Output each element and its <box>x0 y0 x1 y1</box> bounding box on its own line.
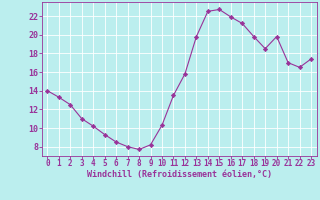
X-axis label: Windchill (Refroidissement éolien,°C): Windchill (Refroidissement éolien,°C) <box>87 170 272 179</box>
